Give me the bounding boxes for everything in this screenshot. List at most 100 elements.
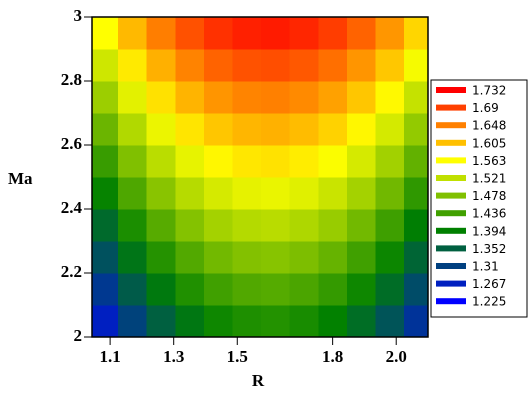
- heat-cell: [203, 145, 234, 178]
- x-tick-label: 1.1: [99, 347, 120, 366]
- heat-cell: [92, 209, 119, 242]
- legend-label: 1.267: [472, 277, 506, 291]
- legend-label: 1.436: [472, 207, 506, 221]
- heat-cell: [118, 81, 148, 114]
- legend-swatch: [436, 263, 466, 269]
- heat-cell: [346, 177, 377, 210]
- heat-cell: [261, 241, 291, 274]
- heat-cell: [261, 113, 291, 146]
- heat-cell: [318, 305, 348, 338]
- heat-cell: [346, 241, 377, 274]
- heat-cell: [289, 49, 319, 82]
- y-tick-label: 2.4: [61, 198, 83, 217]
- legend-swatch: [436, 192, 466, 199]
- heat-cell: [375, 145, 405, 178]
- heat-cell: [92, 81, 119, 114]
- y-axis-label: Ma: [8, 169, 33, 188]
- heat-cell: [92, 177, 119, 210]
- heat-cell: [203, 49, 234, 82]
- heat-cell: [203, 209, 234, 242]
- heat-cell: [203, 273, 234, 306]
- heat-cell: [118, 49, 148, 82]
- legend-label: 1.394: [472, 224, 506, 238]
- heat-cell: [146, 113, 176, 146]
- heat-cell: [289, 305, 319, 338]
- y-tick-label: 2: [74, 326, 83, 345]
- heat-cell: [146, 305, 176, 338]
- legend-swatch: [436, 175, 466, 181]
- heat-cell: [203, 177, 234, 210]
- legend-swatch: [436, 210, 466, 217]
- heat-cell: [203, 241, 234, 274]
- heat-cell: [118, 177, 148, 210]
- heat-cell: [289, 241, 319, 274]
- heat-cell: [289, 113, 319, 146]
- heat-cell: [318, 81, 348, 114]
- heat-cell: [375, 305, 405, 338]
- heat-cell: [92, 145, 119, 178]
- heat-cell: [289, 209, 319, 242]
- heat-cell: [261, 209, 291, 242]
- heat-cell: [375, 49, 405, 82]
- heat-cell: [232, 49, 262, 82]
- legend-label: 1.69: [472, 101, 499, 115]
- heat-cell: [146, 81, 176, 114]
- legend-swatch: [436, 298, 466, 305]
- y-tick-label: 2.8: [61, 70, 82, 89]
- heat-cell: [175, 145, 205, 178]
- heat-cell: [346, 113, 377, 146]
- heat-cell: [232, 241, 262, 274]
- heat-cell: [404, 305, 429, 338]
- heat-cell: [261, 49, 291, 82]
- heat-cell: [346, 49, 377, 82]
- heat-cell: [404, 145, 429, 178]
- heat-cell: [318, 145, 348, 178]
- heat-cell: [232, 273, 262, 306]
- heat-cell: [232, 305, 262, 338]
- heat-cell: [175, 113, 205, 146]
- heat-cell: [404, 241, 429, 274]
- heat-cell: [318, 177, 348, 210]
- heat-cell: [118, 113, 148, 146]
- legend-swatch: [436, 227, 466, 234]
- legend-swatch: [436, 245, 466, 252]
- heat-cell: [203, 113, 234, 146]
- heat-cell: [146, 273, 176, 306]
- legend-label: 1.648: [472, 119, 506, 133]
- heat-cell: [118, 241, 148, 274]
- heat-cell: [289, 177, 319, 210]
- legend-swatch: [436, 139, 466, 146]
- heat-cell: [232, 209, 262, 242]
- heat-cell: [175, 49, 205, 82]
- heat-cell: [175, 273, 205, 306]
- heat-cell: [318, 17, 348, 50]
- legend-label: 1.478: [472, 189, 506, 203]
- heat-cell: [346, 81, 377, 114]
- heat-cell: [203, 81, 234, 114]
- heat-cell: [146, 145, 176, 178]
- heat-cell: [375, 209, 405, 242]
- legend-swatch: [436, 104, 466, 111]
- heat-cell: [318, 273, 348, 306]
- legend-swatch: [436, 122, 466, 129]
- legend-swatch: [436, 280, 466, 287]
- heat-cell: [232, 177, 262, 210]
- heat-cell: [118, 17, 148, 50]
- heat-cell: [118, 305, 148, 338]
- heat-cell: [175, 177, 205, 210]
- heat-cell: [404, 209, 429, 242]
- heat-cell: [232, 145, 262, 178]
- heat-cell: [289, 145, 319, 178]
- heat-cell: [92, 113, 119, 146]
- heat-cell: [118, 145, 148, 178]
- heat-cell: [318, 49, 348, 82]
- heat-cell: [146, 177, 176, 210]
- legend-label: 1.605: [472, 136, 506, 150]
- heat-cell: [375, 17, 405, 50]
- x-tick-label: 1.8: [322, 347, 343, 366]
- heat-cell: [289, 273, 319, 306]
- legend-swatch: [436, 157, 466, 164]
- heat-cell: [375, 81, 405, 114]
- x-tick-label: 1.5: [227, 347, 248, 366]
